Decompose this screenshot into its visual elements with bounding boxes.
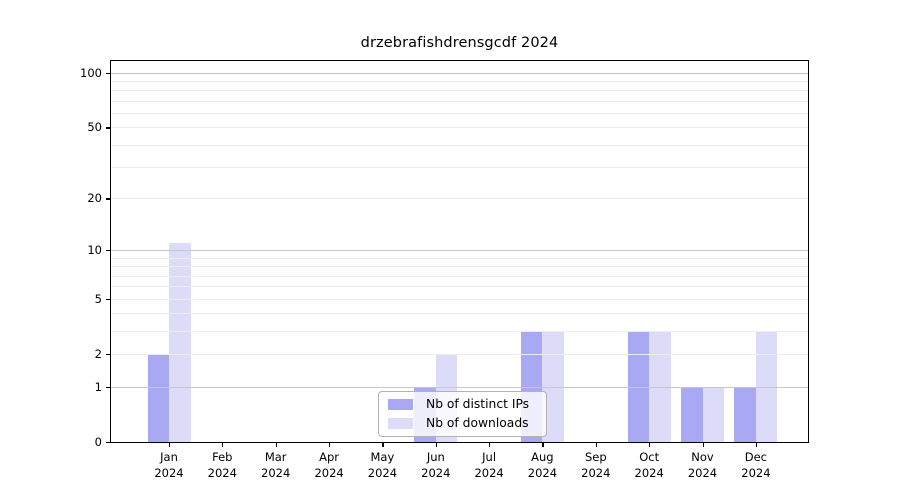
gridline-minor-8 <box>111 266 808 268</box>
y-tick-label-10: 10 <box>87 243 102 258</box>
legend-label-downloads: Nb of downloads <box>426 416 529 430</box>
y-tick-2 <box>106 354 111 356</box>
x-tick-apr <box>329 442 331 447</box>
gridline-minor-30 <box>111 167 808 169</box>
x-label-month: Jan <box>160 450 178 464</box>
x-tick-feb <box>222 442 224 447</box>
gridline-minor-9 <box>111 257 808 259</box>
x-label-month: Dec <box>744 450 768 464</box>
x-label-month: Nov <box>691 450 714 464</box>
bar-downloads-nov <box>702 386 724 442</box>
x-label-year: 2024 <box>634 466 664 480</box>
x-label-month: Apr <box>319 450 340 464</box>
gridline-minor-5 <box>111 298 808 300</box>
x-tick-dec <box>755 442 758 447</box>
x-tick-jun <box>435 442 437 447</box>
x-label-year: 2024 <box>581 466 611 480</box>
gridline-minor-60 <box>111 113 808 115</box>
gridline-minor-20 <box>111 198 808 200</box>
x-label-month: Mar <box>264 450 287 464</box>
x-tick-label-apr: Apr 2024 <box>297 449 361 481</box>
gridline-minor-6 <box>111 286 808 288</box>
gridline-minor-4 <box>111 313 808 315</box>
chart-title: drzebrafishdrensgcdf 2024 <box>360 35 559 51</box>
legend-swatch-downloads <box>388 418 413 429</box>
x-label-year: 2024 <box>154 466 184 480</box>
x-tick-label-mar: Mar 2024 <box>244 449 308 481</box>
x-label-month: Jun <box>426 450 445 464</box>
y-tick-100 <box>106 72 111 74</box>
x-label-year: 2024 <box>527 466 558 480</box>
y-tick-label-50: 50 <box>87 120 102 135</box>
gridline-minor-40 <box>111 144 808 146</box>
plot-area: 0 1 2 5 10 20 50 100 Jan 2024 Feb 2024 Mar 2024 Apr 20… <box>80 60 809 480</box>
y-tick-0 <box>106 442 111 444</box>
x-label-month: Aug <box>531 450 554 464</box>
y-tick-label-0: 0 <box>94 435 102 449</box>
x-tick-label-jul: Jul 2024 <box>457 449 521 481</box>
x-label-year: 2024 <box>261 466 291 480</box>
gridline-minor-70 <box>111 101 808 102</box>
x-tick-label-jun: Jun 2024 <box>404 449 468 481</box>
y-tick-label-1: 1 <box>94 379 102 394</box>
y-tick-label-20: 20 <box>87 191 102 206</box>
y-tick-5 <box>106 298 111 300</box>
x-tick-mar <box>275 442 277 447</box>
bar-ips-dec <box>734 386 756 442</box>
x-tick-label-dec: Dec 2024 <box>724 449 788 481</box>
gridline-minor-50 <box>111 127 808 129</box>
x-tick-jan <box>169 442 171 447</box>
x-tick-label-may: May 2024 <box>350 449 414 481</box>
x-tick-oct <box>649 442 651 447</box>
y-tick-20 <box>106 198 111 200</box>
x-label-year: 2024 <box>421 466 451 480</box>
x-tick-aug <box>542 442 544 447</box>
x-label-year: 2024 <box>474 466 504 480</box>
gridline-minor-90 <box>111 81 808 83</box>
gridline-minor-7 <box>111 275 808 277</box>
legend-label-distinct-ips: Nb of distinct IPs <box>426 397 530 411</box>
bar-downloads-jan <box>169 243 191 442</box>
x-label-year: 2024 <box>314 466 344 480</box>
x-label-month: Feb <box>212 450 233 464</box>
legend-swatch-distinct-ips <box>388 399 413 410</box>
gridline-major-100 <box>111 72 808 74</box>
x-tick-label-jan: Jan 2024 <box>137 449 201 481</box>
x-tick-label-feb: Feb 2024 <box>190 449 254 481</box>
bar-ips-nov <box>681 386 703 442</box>
legend: Nb of distinct IPs Nb of downloads <box>378 391 547 437</box>
gridline-minor-2 <box>111 354 808 356</box>
gridline-minor-3 <box>111 331 808 333</box>
gridline-minor-80 <box>111 90 808 92</box>
x-label-year: 2024 <box>687 466 718 480</box>
x-tick-label-aug: Aug 2024 <box>510 449 574 481</box>
x-label-month: Jul <box>482 450 497 464</box>
y-tick-1 <box>106 386 111 388</box>
x-tick-label-oct: Oct 2024 <box>617 449 681 481</box>
y-tick-label-100: 100 <box>80 65 102 80</box>
legend-item-distinct-ips: Nb of distinct IPs <box>388 397 537 412</box>
gridline-major-10 <box>111 250 808 252</box>
legend-item-downloads: Nb of downloads <box>388 416 537 431</box>
bar-ips-jan <box>147 354 169 442</box>
x-label-year: 2024 <box>741 466 771 480</box>
y-tick-label-2: 2 <box>94 347 102 362</box>
x-tick-label-sep: Sep 2024 <box>564 449 628 481</box>
x-tick-label-nov: Nov 2024 <box>671 449 735 481</box>
x-tick-may <box>382 442 384 447</box>
x-tick-nov <box>702 442 704 447</box>
x-label-year: 2024 <box>207 466 237 480</box>
y-tick-label-5: 5 <box>94 291 102 306</box>
gridline-major-1 <box>111 386 808 388</box>
x-label-month: May <box>370 450 395 464</box>
x-label-month: Oct <box>639 450 660 464</box>
x-label-year: 2024 <box>367 466 398 480</box>
y-tick-10 <box>106 250 111 252</box>
y-tick-50 <box>106 127 111 129</box>
x-tick-sep <box>595 442 597 447</box>
x-tick-jul <box>489 442 491 447</box>
x-label-month: Sep <box>584 450 607 464</box>
